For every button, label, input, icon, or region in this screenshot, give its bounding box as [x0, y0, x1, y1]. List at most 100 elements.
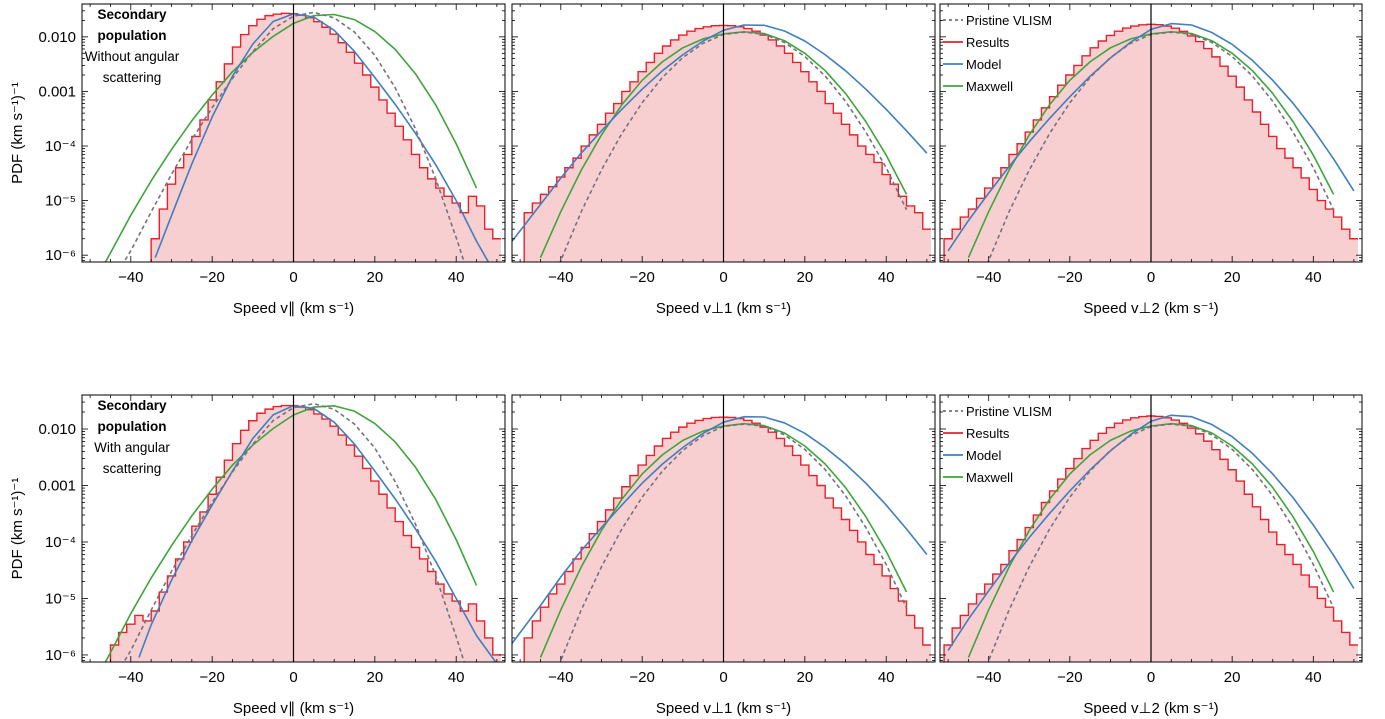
x-axis: −40 −20 0 20 40 — [947, 4, 1355, 286]
legend-label: Model — [966, 448, 1002, 463]
x-tick-label: 0 — [289, 269, 297, 286]
x-tick-label: −20 — [629, 269, 654, 286]
y-tick-label: 10⁻⁴ — [45, 138, 76, 155]
x-axis-label: Speed v∥ (km s⁻¹) — [233, 700, 354, 717]
model-curve — [154, 12, 490, 262]
y-tick-label: 10⁻⁵ — [45, 193, 76, 210]
results-step-line — [943, 415, 1358, 662]
x-tick-label: 20 — [367, 269, 384, 286]
x-tick-label: −40 — [976, 269, 1001, 286]
results-step-line — [523, 416, 931, 662]
legend-label: Maxwell — [966, 470, 1013, 485]
x-tick-label: 40 — [878, 669, 895, 686]
x-axis-label: Speed v⊥1 (km s⁻¹) — [656, 300, 791, 317]
x-axis-label: Speed v∥ (km s⁻¹) — [233, 300, 354, 317]
pristine-vlism-curve — [987, 423, 1335, 662]
plot-area — [512, 24, 931, 262]
x-tick-label: −40 — [548, 269, 573, 286]
x-tick-label: 20 — [367, 669, 384, 686]
annotation-line2: population — [98, 419, 167, 434]
x-tick-label: 0 — [289, 669, 297, 686]
pristine-vlism-curve — [122, 402, 465, 662]
legend-item: Pristine VLISM — [943, 404, 1052, 419]
x-tick-label: −20 — [629, 669, 654, 686]
legend-item: Results — [943, 35, 1010, 50]
pristine-vlism-curve — [559, 423, 908, 662]
x-axis: −40 −20 0 20 40 — [519, 395, 928, 686]
maxwell-curve — [104, 13, 478, 262]
y-axis — [512, 394, 935, 661]
x-tick-label: 40 — [1305, 269, 1322, 286]
legend-label: Results — [966, 426, 1010, 441]
results-fill — [151, 13, 501, 262]
panel-row1-perp1: −40 −20 0 20 40 Speed v⊥1 (km s⁻¹) — [511, 3, 936, 317]
legend-label: Model — [966, 57, 1002, 72]
legend-item: Model — [943, 57, 1002, 72]
panel-row2-parallel: −40 −20 0 20 40 Speed v∥ (km s⁻¹) 10⁻⁶ 10⁻⁵ 10⁻⁴… — [9, 394, 506, 717]
legend-label: Pristine VLISM — [966, 404, 1052, 419]
y-tick-label: 10⁻⁶ — [45, 647, 76, 664]
results-fill — [110, 405, 501, 662]
x-tick-label: −20 — [1057, 269, 1082, 286]
y-tick-label: 0.010 — [38, 29, 76, 46]
x-axis-label: Speed v⊥1 (km s⁻¹) — [656, 700, 791, 717]
x-axis-label: Speed v⊥2 (km s⁻¹) — [1083, 300, 1218, 317]
y-tick-label: 0.010 — [38, 421, 76, 438]
x-axis: −40 −20 0 20 40 — [89, 4, 498, 286]
y-tick-label: 0.001 — [38, 477, 76, 494]
x-axis: −40 −20 0 20 40 — [947, 395, 1355, 686]
x-axis: −40 −20 0 20 40 — [89, 395, 498, 686]
legend-item: Results — [943, 426, 1010, 441]
x-axis: −40 −20 0 20 40 — [519, 4, 928, 286]
x-tick-label: 40 — [1305, 669, 1322, 686]
results-fill — [524, 25, 931, 262]
x-tick-label: −40 — [548, 669, 573, 686]
annotation-line4: scattering — [103, 70, 162, 85]
x-tick-label: 40 — [448, 269, 465, 286]
annotation-line3: Without angular — [85, 49, 180, 64]
legend: Pristine VLISM Results Model Maxwell — [943, 404, 1052, 485]
y-axis — [940, 394, 1362, 661]
x-tick-label: −20 — [199, 269, 224, 286]
panel-row2-perp1: −40 −20 0 20 40 Speed v⊥1 (km s⁻¹) — [511, 394, 936, 717]
panel-row2-perp2: −40 −20 0 20 40 Speed v⊥2 (km s⁻¹) Pristine VL… — [939, 394, 1363, 717]
x-tick-label: 20 — [797, 269, 814, 286]
y-axis-label: PDF (km s⁻¹)⁻¹ — [9, 82, 26, 184]
annotation-line4: scattering — [103, 461, 162, 476]
y-tick-label: 0.001 — [38, 83, 76, 100]
x-tick-label: 0 — [1147, 269, 1155, 286]
x-tick-label: 20 — [1224, 269, 1241, 286]
x-tick-label: −20 — [1057, 669, 1082, 686]
plot-area — [104, 11, 501, 262]
x-tick-label: 20 — [1224, 669, 1241, 686]
x-tick-label: 20 — [797, 669, 814, 686]
legend: Pristine VLISM Results Model Maxwell — [943, 13, 1052, 94]
y-tick-label: 10⁻⁴ — [45, 534, 76, 551]
legend-item: Maxwell — [943, 79, 1013, 94]
legend-label: Pristine VLISM — [966, 13, 1052, 28]
y-axis — [940, 3, 1362, 261]
x-tick-label: 0 — [1147, 669, 1155, 686]
legend-label: Results — [966, 35, 1010, 50]
x-tick-label: −20 — [199, 669, 224, 686]
results-step-line — [523, 24, 931, 262]
panel-row1-parallel: −40 −20 0 20 40 Speed v∥ (km s⁻¹) 10⁻⁶ 10⁻⁵ 10⁻⁴… — [9, 3, 506, 317]
x-tick-label: 40 — [448, 669, 465, 686]
x-tick-label: 0 — [719, 269, 727, 286]
results-step-line — [943, 23, 1358, 262]
plot-area — [512, 415, 931, 662]
annotation-line1: Secondary — [97, 398, 167, 413]
y-axis — [512, 3, 935, 261]
annotation-line2: population — [98, 28, 167, 43]
x-tick-label: 40 — [878, 269, 895, 286]
results-fill — [524, 417, 931, 662]
plot-area — [104, 402, 501, 662]
annotation-line3: With angular — [94, 440, 170, 455]
maxwell-curve — [104, 405, 478, 662]
annotation-line1: Secondary — [97, 7, 167, 22]
legend-item: Pristine VLISM — [943, 13, 1052, 28]
panel-row1-perp2: −40 −20 0 20 40 Speed v⊥2 (km s⁻¹) Pristine VL… — [939, 3, 1363, 317]
y-axis: 10⁻⁶ 10⁻⁵ 10⁻⁴ 0.001 0.010 — [38, 394, 505, 664]
y-axis: 10⁻⁶ 10⁻⁵ 10⁻⁴ 0.001 0.010 — [38, 3, 505, 264]
